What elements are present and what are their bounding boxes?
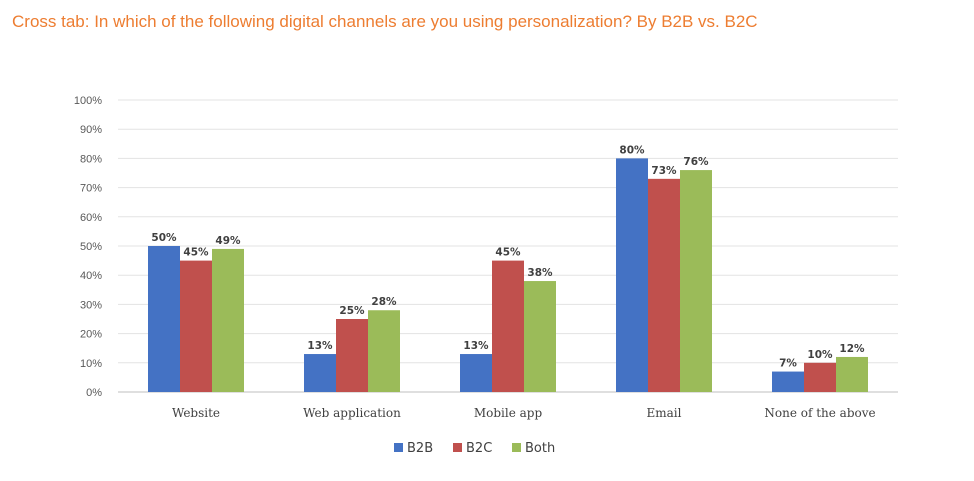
y-tick-label: 100% — [74, 95, 102, 107]
bar — [492, 260, 524, 392]
bar — [524, 281, 556, 392]
legend-label: B2B — [407, 441, 433, 456]
bar — [336, 319, 368, 392]
y-axis: 0% 10% 20% 30% 40% 50% 60% 70% 80% 90% 100% — [74, 95, 102, 399]
x-tick-label: Web application — [303, 406, 401, 420]
x-tick-label: Website — [172, 406, 220, 420]
y-tick-label: 30% — [80, 299, 102, 311]
y-tick-label: 90% — [80, 124, 102, 136]
y-tick-label: 40% — [80, 270, 102, 282]
data-label: 76% — [683, 156, 709, 168]
data-label: 25% — [339, 305, 365, 317]
data-label: 28% — [371, 296, 397, 308]
bar — [148, 246, 180, 392]
y-tick-label: 10% — [80, 358, 102, 370]
bar — [804, 362, 836, 392]
data-label: 50% — [151, 232, 177, 244]
bars — [148, 158, 868, 392]
data-labels: 50% 45% 49% 13% 25% 28% 13% 45% 38% 80% 73% 76% 7% 10… — [151, 144, 865, 369]
x-axis: Website Web application Mobile app Email Non… — [172, 406, 876, 420]
data-label: 7% — [779, 358, 797, 370]
legend: B2B B2C Both — [394, 441, 555, 456]
data-label: 73% — [651, 165, 677, 177]
data-label: 13% — [307, 340, 333, 352]
y-tick-label: 50% — [80, 241, 102, 253]
legend-swatch — [394, 443, 403, 452]
y-tick-label: 70% — [80, 183, 102, 195]
bar — [212, 248, 244, 392]
x-tick-label: Mobile app — [474, 406, 543, 420]
x-tick-label: None of the above — [764, 406, 875, 420]
bar — [680, 170, 712, 392]
data-label: 49% — [215, 235, 241, 247]
bar — [836, 356, 868, 392]
bar — [772, 371, 804, 392]
data-label: 13% — [463, 340, 489, 352]
chart-title: Cross tab: In which of the following dig… — [12, 12, 758, 31]
bar — [648, 178, 680, 392]
legend-swatch — [453, 443, 462, 452]
data-label: 45% — [183, 247, 209, 259]
data-label: 45% — [495, 247, 521, 259]
data-label: 80% — [619, 144, 645, 156]
bar — [616, 158, 648, 392]
bar — [180, 260, 212, 392]
data-label: 10% — [807, 349, 833, 361]
x-tick-label: Email — [647, 406, 682, 420]
legend-label: Both — [525, 441, 555, 456]
legend-swatch — [512, 443, 521, 452]
data-label: 38% — [527, 267, 553, 279]
y-tick-label: 80% — [80, 153, 102, 165]
bar — [368, 310, 400, 392]
legend-label: B2C — [466, 441, 492, 456]
y-tick-label: 60% — [80, 212, 102, 224]
y-tick-label: 20% — [80, 329, 102, 341]
y-tick-label: 0% — [86, 387, 102, 399]
bar — [460, 354, 492, 392]
bar — [304, 354, 336, 392]
data-label: 12% — [839, 343, 865, 355]
